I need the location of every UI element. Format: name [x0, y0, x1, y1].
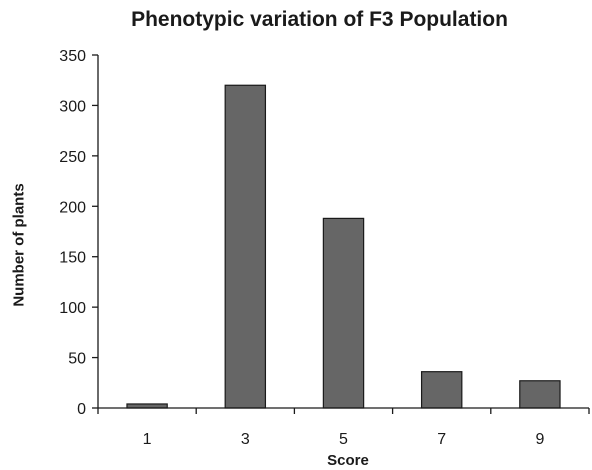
chart-title: Phenotypic variation of F3 Population — [131, 8, 508, 31]
y-tick-label-300: 300 — [59, 98, 86, 115]
y-tick-label-250: 250 — [59, 149, 86, 166]
y-tick-label-100: 100 — [59, 300, 86, 317]
bar-5 — [322, 217, 365, 409]
y-tick-label-0: 0 — [77, 401, 86, 418]
bar-7 — [420, 371, 463, 409]
x-tick-label-9: 9 — [535, 431, 544, 448]
bar-9 — [519, 380, 561, 409]
x-tick-label-5: 5 — [339, 431, 348, 448]
x-tick-label-3: 3 — [241, 431, 250, 448]
y-tick-label-50: 50 — [68, 351, 86, 368]
bar-3 — [224, 84, 267, 409]
x-axis-label: Score — [327, 452, 369, 469]
y-tick-label-350: 350 — [59, 48, 86, 65]
x-tick-label-1: 1 — [143, 431, 152, 448]
y-tick-label-200: 200 — [59, 199, 86, 216]
x-tick-label-7: 7 — [437, 431, 446, 448]
y-tick-label-150: 150 — [59, 250, 86, 267]
